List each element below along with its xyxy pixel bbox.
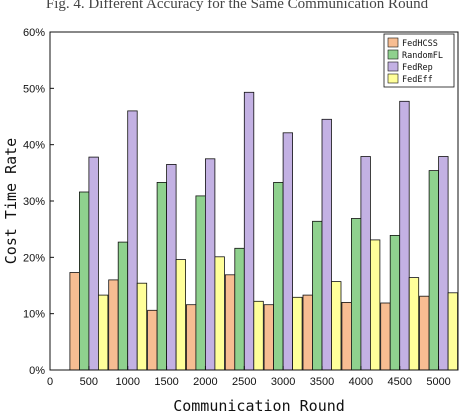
bar-fedeff-1500 bbox=[175, 259, 187, 371]
x-tick-label: 4500 bbox=[387, 376, 411, 388]
bars-layer bbox=[69, 91, 459, 371]
x-tick-label: 1000 bbox=[115, 376, 139, 388]
bar-randomfl-1000 bbox=[117, 241, 129, 371]
bar-fedrep-4000 bbox=[360, 156, 371, 371]
bar-fedrep-4500 bbox=[399, 100, 410, 371]
bar-fedhcss-3500 bbox=[302, 294, 313, 371]
y-tick-label: 10% bbox=[23, 309, 45, 321]
bar-randomfl-3500 bbox=[312, 220, 323, 371]
bar-fedrep-1500 bbox=[166, 163, 177, 371]
bar-fedrep-3500 bbox=[321, 118, 332, 371]
x-tick-label: 4000 bbox=[349, 376, 373, 388]
bar-fedrep-1000 bbox=[127, 110, 138, 371]
x-tick-label: 1500 bbox=[154, 376, 178, 388]
legend-label-fedeff: FedEff bbox=[402, 75, 433, 85]
y-tick-label: 20% bbox=[23, 252, 45, 264]
bar-fedeff-1000 bbox=[136, 282, 148, 371]
bar-randomfl-4000 bbox=[350, 218, 362, 371]
y-axis-title: Cost Time Rate bbox=[2, 138, 20, 264]
x-tick-label: 3500 bbox=[310, 376, 334, 388]
legend: FedHCSS RandomFL FedRep FedEff bbox=[383, 33, 455, 88]
legend-label-fedrep: FedRep bbox=[402, 63, 433, 73]
bar-fedeff-4000 bbox=[369, 239, 381, 371]
bar-fedrep-2500 bbox=[243, 91, 255, 371]
y-tick-label: 50% bbox=[23, 83, 45, 95]
bar-fedeff-3500 bbox=[331, 281, 342, 371]
axis-layer: 0% 10% 20% 30% 40% 50% 60% 0 500 1000 1500 2000 2500… bbox=[23, 27, 451, 388]
bar-fedhcss-1500 bbox=[147, 309, 158, 371]
figure-caption: Fig. 4. Different Accuracy for the Same … bbox=[45, 0, 429, 12]
y-tick-label: 0% bbox=[29, 365, 45, 377]
bar-fedeff-500 bbox=[98, 294, 109, 371]
x-tick-label: 500 bbox=[80, 376, 98, 388]
legend-swatch-randomfl bbox=[387, 49, 399, 60]
bar-fedhcss-1000 bbox=[108, 279, 119, 371]
legend-swatch-fedhcss bbox=[387, 37, 399, 48]
bar-fedhcss-4000 bbox=[341, 301, 352, 371]
bar-fedrep-3000 bbox=[282, 132, 294, 371]
x-tick-label: 2500 bbox=[232, 376, 256, 388]
bar-randomfl-5000 bbox=[428, 170, 440, 371]
bar-randomfl-1500 bbox=[156, 181, 168, 371]
bar-fedrep-5000 bbox=[438, 156, 449, 371]
legend-label-randomfl: RandomFL bbox=[402, 51, 443, 61]
y-tick-label: 60% bbox=[23, 27, 45, 39]
legend-swatch-fedrep bbox=[387, 61, 399, 72]
bar-fedhcss-5000 bbox=[419, 295, 430, 371]
bar-fedhcss-3000 bbox=[263, 304, 275, 371]
bar-randomfl-4500 bbox=[389, 234, 401, 371]
bar-fedrep-2000 bbox=[204, 158, 216, 371]
bar-fedhcss-500 bbox=[69, 272, 80, 371]
bar-fedrep-500 bbox=[88, 156, 99, 371]
bar-randomfl-500 bbox=[79, 191, 90, 371]
x-tick-label: 2000 bbox=[193, 376, 217, 388]
bar-randomfl-3000 bbox=[273, 181, 284, 371]
y-tick-label: 30% bbox=[23, 196, 45, 208]
bar-randomfl-2500 bbox=[234, 247, 245, 371]
bar-fedhcss-4500 bbox=[380, 302, 391, 371]
bar-fedeff-3000 bbox=[292, 296, 303, 371]
bar-fedeff-4500 bbox=[408, 277, 420, 371]
x-tick-label: 0 bbox=[47, 376, 53, 388]
bar-randomfl-2000 bbox=[195, 195, 206, 371]
legend-label-fedhcss: FedHCSS bbox=[402, 39, 438, 49]
bar-fedeff-5000 bbox=[447, 292, 459, 371]
x-tick-label: 5000 bbox=[426, 376, 450, 388]
x-axis-title: Communication Round bbox=[173, 397, 345, 413]
bar-fedhcss-2000 bbox=[185, 304, 197, 371]
legend-swatch-fedeff bbox=[387, 73, 399, 84]
bar-fedhcss-2500 bbox=[224, 274, 236, 371]
x-tick-label: 3000 bbox=[271, 376, 295, 388]
bar-fedeff-2500 bbox=[253, 300, 264, 371]
bar-fedeff-2000 bbox=[214, 256, 225, 371]
y-tick-label: 40% bbox=[23, 140, 45, 152]
